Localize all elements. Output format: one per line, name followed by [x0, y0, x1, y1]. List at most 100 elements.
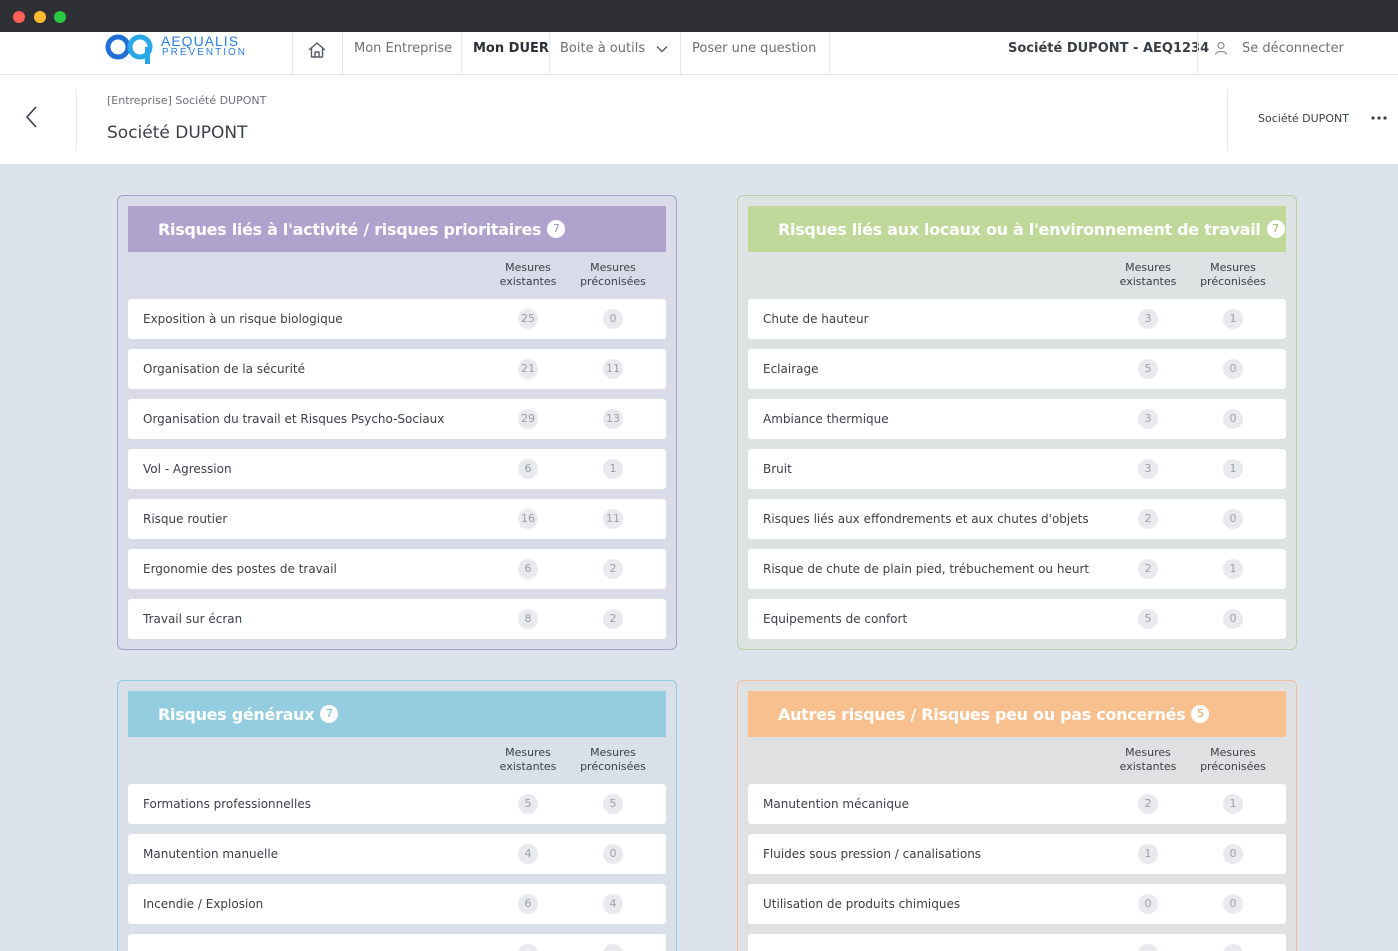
risk-row[interactable]: Eclairage 5 0: [748, 349, 1286, 389]
recommended-measures-badge: 1: [603, 459, 623, 479]
panel-title: Risques liés à l'activité / risques prio…: [158, 219, 542, 239]
risk-row[interactable]: Ambiance thermique 3 0: [748, 399, 1286, 439]
risk-row[interactable]: Incendie / Explosion 6 4: [128, 884, 666, 924]
panel-header[interactable]: Risques liés à l'activité / risques prio…: [128, 206, 666, 252]
risk-label: Fluides sous pression / canalisations: [763, 847, 982, 861]
nav-divider: [549, 32, 550, 74]
risk-label: Incendie / Explosion: [143, 897, 264, 911]
risk-row[interactable]: [128, 934, 666, 951]
risk-row[interactable]: Chute de hauteur 3 1: [748, 299, 1286, 339]
existing-measures-badge: 25: [518, 309, 538, 329]
back-arrow-icon[interactable]: [20, 105, 44, 129]
recommended-measures-badge: 0: [1223, 409, 1243, 429]
existing-measures-badge: 4: [518, 844, 538, 864]
maximize-window-button[interactable]: [54, 11, 66, 23]
risk-row[interactable]: Travail sur écran 8 2: [128, 599, 666, 639]
existing-measures-badge: 21: [518, 359, 538, 379]
breadcrumb[interactable]: [Entreprise] Société DUPONT: [107, 94, 267, 107]
column-header-existing: Mesures existantes: [1119, 746, 1177, 773]
nav-divider: [461, 32, 462, 74]
recommended-measures-badge: 1: [1223, 794, 1243, 814]
risk-label: Risque routier: [143, 512, 228, 526]
existing-measures-badge: 5: [518, 794, 538, 814]
recommended-measures-badge: 5: [603, 794, 623, 814]
risk-panel-activity: Risques liés à l'activité / risques prio…: [117, 195, 677, 650]
risk-row[interactable]: Risque de chute de plain pied, trébuchem…: [748, 549, 1286, 589]
risk-row[interactable]: Ergonomie des postes de travail 6 2: [128, 549, 666, 589]
recommended-measures-badge: 11: [603, 509, 623, 529]
nav-boite-a-outils[interactable]: Boite à outils: [560, 41, 646, 56]
risk-row[interactable]: Equipements de confort 5 0: [748, 599, 1286, 639]
risk-row[interactable]: Manutention mécanique 2 1: [748, 784, 1286, 824]
logo-mark-icon: [105, 34, 153, 64]
column-headers: Mesures existantes Mesures préconisées: [128, 252, 666, 299]
top-navigation: AEQUALIS PRÉVENTION Mon Entreprise Mon D…: [0, 32, 1398, 75]
risk-row[interactable]: Formations professionnelles 5 5: [128, 784, 666, 824]
company-selector[interactable]: Société DUPONT: [1258, 112, 1349, 125]
column-header-recommended: Mesures préconisées: [580, 261, 646, 288]
close-window-button[interactable]: [13, 11, 25, 23]
risk-row[interactable]: Exposition à un risque biologique 25 0: [128, 299, 666, 339]
nav-mon-duer[interactable]: Mon DUER: [473, 41, 549, 56]
risk-row[interactable]: Risque routier 16 11: [128, 499, 666, 539]
existing-measures-badge: 3: [1138, 309, 1158, 329]
existing-measures-badge: [1138, 944, 1158, 951]
nav-divider: [1197, 32, 1198, 74]
risk-label: Eclairage: [763, 362, 819, 376]
existing-measures-badge: 6: [518, 894, 538, 914]
recommended-measures-badge: 1: [1223, 309, 1243, 329]
risk-label: Ambiance thermique: [763, 412, 889, 426]
nav-divider: [342, 32, 343, 74]
recommended-measures-badge: 0: [603, 844, 623, 864]
column-header-recommended: Mesures préconisées: [1200, 746, 1266, 773]
panel-header[interactable]: Risques généraux 7: [128, 691, 666, 737]
existing-measures-badge: 3: [1138, 459, 1158, 479]
risk-row[interactable]: Vol - Agression 6 1: [128, 449, 666, 489]
risk-row[interactable]: Organisation de la sécurité 21 11: [128, 349, 666, 389]
panel-count-badge: 7: [547, 220, 566, 238]
home-icon[interactable]: [307, 40, 327, 60]
risk-row[interactable]: Risques liés aux effondrements et aux ch…: [748, 499, 1286, 539]
risk-label: Exposition à un risque biologique: [143, 312, 343, 326]
recommended-measures-badge: 11: [603, 359, 623, 379]
recommended-measures-badge: [603, 944, 623, 951]
chevron-down-icon[interactable]: [655, 42, 669, 56]
panel-header[interactable]: Risques liés aux locaux ou à l'environne…: [748, 206, 1286, 252]
existing-measures-badge: 2: [1138, 509, 1158, 529]
existing-measures-badge: 5: [1138, 609, 1158, 629]
nav-mon-entreprise[interactable]: Mon Entreprise: [354, 41, 453, 56]
existing-measures-badge: 2: [1138, 559, 1158, 579]
risk-label: Organisation de la sécurité: [143, 362, 305, 376]
risk-label: Vol - Agression: [143, 462, 232, 476]
risk-row[interactable]: Organisation du travail et Risques Psych…: [128, 399, 666, 439]
panel-title: Autres risques / Risques peu ou pas conc…: [778, 704, 1186, 724]
more-options-icon[interactable]: [1370, 111, 1388, 125]
risk-label: Travail sur écran: [143, 612, 243, 626]
risk-label: Utilisation de produits chimiques: [763, 897, 961, 911]
risk-row[interactable]: Fluides sous pression / canalisations 1 0: [748, 834, 1286, 874]
recommended-measures-badge: 0: [1223, 609, 1243, 629]
existing-measures-badge: 16: [518, 509, 538, 529]
recommended-measures-badge: 0: [1223, 509, 1243, 529]
logo-text-prevention: PRÉVENTION: [162, 47, 248, 58]
existing-measures-badge: 3: [1138, 409, 1158, 429]
current-company: Société DUPONT - AEQ1234: [1008, 41, 1210, 56]
risk-label: Formations professionnelles: [143, 797, 311, 811]
column-headers: Mesures existantes Mesures préconisées: [748, 252, 1286, 299]
panel-count-badge: 5: [1191, 705, 1210, 723]
risk-panel-other: Autres risques / Risques peu ou pas conc…: [737, 680, 1297, 951]
user-icon: [1214, 41, 1228, 55]
risk-row[interactable]: Utilisation de produits chimiques 0 0: [748, 884, 1286, 924]
risk-row[interactable]: [748, 934, 1286, 951]
risk-row[interactable]: Bruit 3 1: [748, 449, 1286, 489]
aequalis-logo[interactable]: AEQUALIS PRÉVENTION: [104, 32, 254, 68]
minimize-window-button[interactable]: [34, 11, 46, 23]
existing-measures-badge: 6: [518, 459, 538, 479]
nav-divider: [680, 32, 681, 74]
panel-header[interactable]: Autres risques / Risques peu ou pas conc…: [748, 691, 1286, 737]
nav-poser-une-question[interactable]: Poser une question: [692, 41, 817, 56]
column-header-recommended: Mesures préconisées: [1200, 261, 1266, 288]
risk-row[interactable]: Manutention manuelle 4 0: [128, 834, 666, 874]
recommended-measures-badge: 4: [603, 894, 623, 914]
logout-link[interactable]: Se déconnecter: [1242, 41, 1344, 56]
